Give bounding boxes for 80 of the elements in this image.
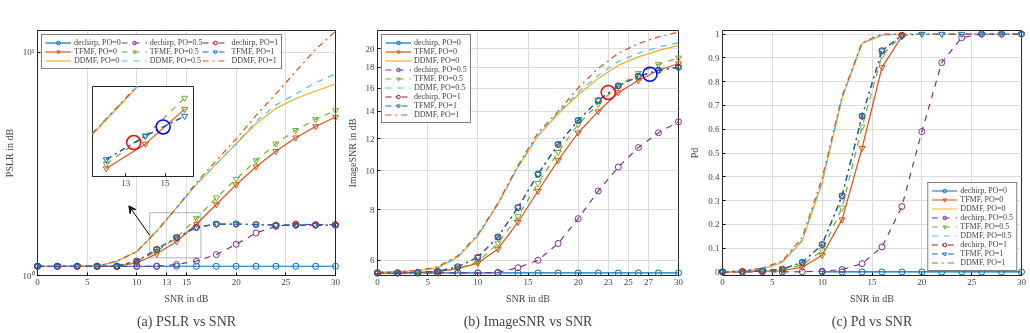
legend-label: DDMF, PO=0.5 bbox=[960, 231, 1012, 240]
x-tick-label: 5 bbox=[425, 276, 431, 287]
legend-label: TFMF, PO=0 bbox=[414, 47, 457, 56]
y-axis-title: PSLR in dB bbox=[3, 128, 15, 178]
y-tick-label: 0.3 bbox=[708, 195, 720, 206]
legend-label: TFMF, PO=1 bbox=[960, 249, 1004, 258]
legend-label: TFMF, PO=0.5 bbox=[414, 74, 463, 83]
legend-label: DDMF, PO=0 bbox=[960, 204, 1006, 213]
x-tick-label: 20 bbox=[573, 276, 584, 287]
legend-label: dechirp, PO=1 bbox=[960, 240, 1007, 249]
x-tick-label: 10 bbox=[132, 276, 142, 287]
legend-label: TFMF, PO=0.5 bbox=[960, 222, 1010, 231]
legend-label: DDMF, PO=0.5 bbox=[149, 56, 201, 65]
legend-label: TFMF, PO=1 bbox=[231, 47, 275, 56]
y-tick-label: 0.7 bbox=[708, 100, 720, 111]
x-tick-label: 25 bbox=[623, 276, 634, 287]
legend-label: DDMF, PO=1 bbox=[960, 258, 1006, 267]
text: (c) Pd vs SNR bbox=[831, 313, 913, 330]
legend-label: TFMF, PO=1 bbox=[414, 101, 457, 110]
x-tick-label: 13 bbox=[162, 276, 172, 287]
x-tick-label: 30 bbox=[1017, 276, 1027, 287]
legend-label: TFMF, PO=0 bbox=[74, 47, 117, 56]
y-tick-label: 18 bbox=[365, 62, 375, 73]
y-tick-label: 8 bbox=[370, 204, 375, 215]
legend-label: dechirp, PO=1 bbox=[414, 92, 461, 101]
y-tick-label: 0.8 bbox=[708, 76, 720, 87]
y-tick-label: 6 bbox=[370, 255, 375, 266]
x-tick-label: 15 bbox=[160, 177, 171, 188]
x-axis-title: SNR in dB bbox=[506, 292, 551, 304]
x-tick-label: 27 bbox=[643, 276, 654, 287]
y-axis-title: Pd bbox=[689, 147, 701, 159]
x-axis-title: SNR in dB bbox=[164, 292, 209, 304]
legend-label: DDMF, PO=0.5 bbox=[414, 83, 466, 92]
legend-label: dechirp, PO=0.5 bbox=[960, 213, 1013, 222]
legend-label: dechirp, PO=0 bbox=[74, 38, 121, 47]
x-axis-title: SNR in dB bbox=[850, 292, 895, 304]
x-tick-label: 20 bbox=[917, 276, 927, 287]
y-tick-label: 0.9 bbox=[708, 52, 720, 63]
y-tick-label: 14 bbox=[365, 106, 375, 117]
legend-label: dechirp, PO=0 bbox=[414, 38, 461, 47]
y-tick-label: 0.5 bbox=[708, 148, 720, 158]
x-tick-label: 25 bbox=[281, 276, 291, 287]
x-tick-label: 5 bbox=[84, 276, 90, 287]
x-tick-label: 23 bbox=[603, 276, 614, 287]
x-tick-label: 20 bbox=[231, 276, 242, 287]
text: (a) PSLR vs SNR bbox=[136, 313, 237, 330]
y-tick-label: 10 bbox=[365, 165, 375, 176]
x-tick-label: 15 bbox=[182, 276, 192, 287]
x-tick-label: 15 bbox=[867, 276, 877, 287]
legend-label: TFMF, PO=0 bbox=[960, 195, 1004, 204]
legend-label: DDMF, PO=0 bbox=[74, 56, 120, 65]
legend-label: DDMF, PO=1 bbox=[231, 56, 277, 65]
legend-label: dechirp, PO=0.5 bbox=[149, 38, 203, 47]
legend-label: dechirp, PO=0.5 bbox=[414, 65, 467, 74]
y-tick-label: 0.6 bbox=[708, 124, 720, 135]
legend-label: dechirp, PO=1 bbox=[231, 38, 279, 47]
y-tick-label: 10⁰ bbox=[22, 270, 35, 281]
legend-label: dechirp, PO=0 bbox=[960, 186, 1007, 195]
y-tick-label: 10¹ bbox=[22, 47, 35, 58]
x-tick-label: 10 bbox=[473, 276, 483, 287]
x-tick-label: 25 bbox=[967, 276, 977, 287]
x-tick-label: 15 bbox=[523, 276, 533, 287]
legend-label: DDMF, PO=0 bbox=[414, 56, 460, 65]
x-tick-label: 30 bbox=[331, 276, 341, 287]
y-tick-label: 12 bbox=[365, 133, 375, 144]
y-axis-title: ImageSNR in dB bbox=[346, 118, 358, 188]
legend-label: DDMF, PO=1 bbox=[414, 110, 460, 119]
x-tick-label: 13 bbox=[121, 177, 131, 188]
y-tick-label: 16 bbox=[365, 83, 375, 93]
y-tick-label: 20 bbox=[365, 43, 375, 54]
y-tick-label: 0 bbox=[715, 266, 720, 277]
legend-label: TFMF, PO=0.5 bbox=[149, 47, 199, 56]
x-tick-label: 10 bbox=[817, 276, 828, 287]
y-tick-label: 0.1 bbox=[708, 243, 720, 254]
y-tick-label: 0.4 bbox=[708, 171, 720, 182]
x-tick-label: 30 bbox=[674, 276, 684, 287]
x-tick-label: 5 bbox=[770, 276, 776, 287]
text: (b) ImageSNR vs SNR bbox=[463, 313, 594, 330]
y-tick-label: 0.2 bbox=[708, 219, 720, 230]
y-tick-label: 1 bbox=[715, 29, 720, 40]
